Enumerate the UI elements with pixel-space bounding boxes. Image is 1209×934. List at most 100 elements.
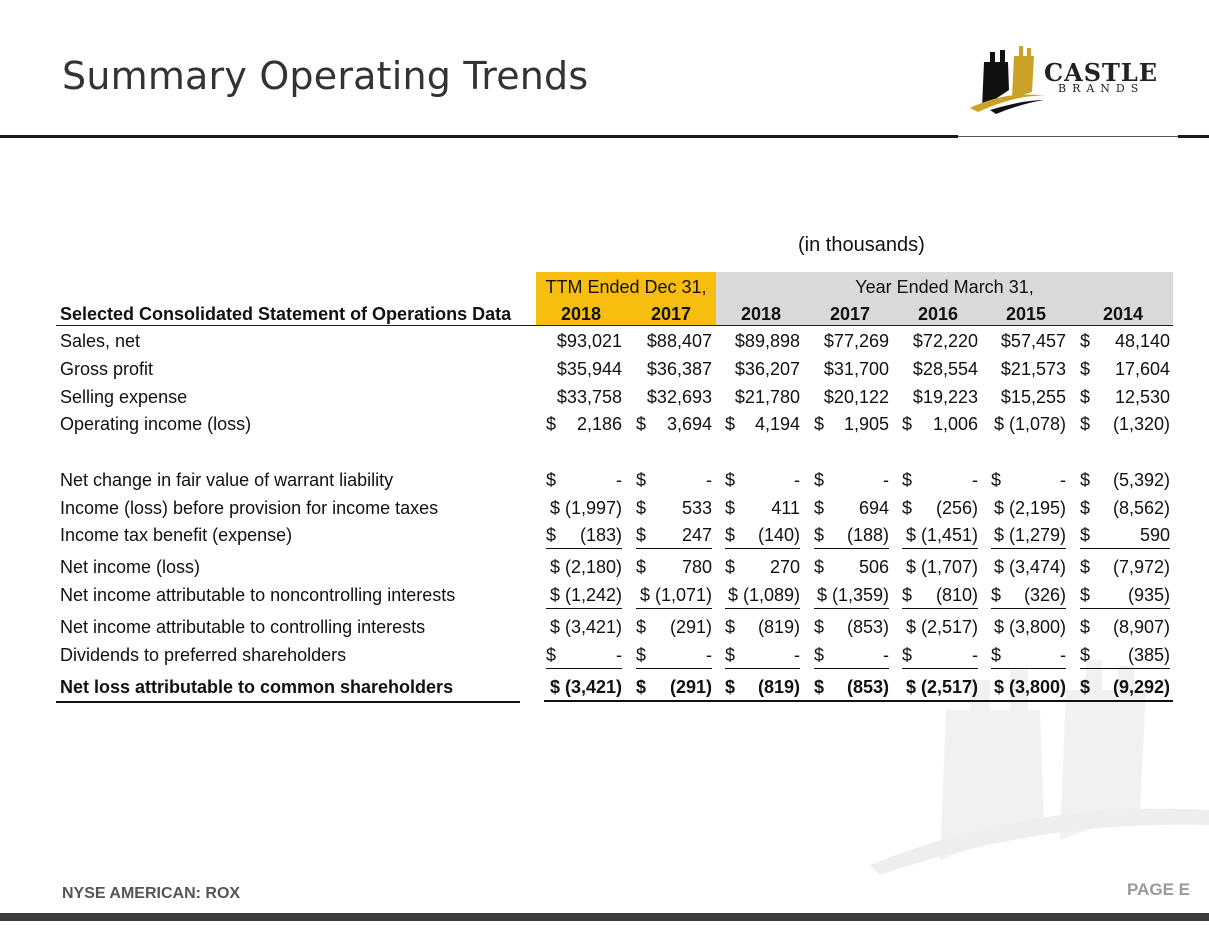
dollar-sign: $ — [636, 470, 647, 490]
subtotal-underline — [1080, 668, 1170, 669]
cell-value: $ (1,089) — [727, 585, 800, 605]
cell-value: $ (2,517) — [905, 677, 978, 697]
cell-value: $ (3,800) — [993, 617, 1066, 637]
dollar-sign: $ — [725, 645, 736, 665]
cell-value: $21,780 — [734, 387, 800, 407]
ttm-header-band — [536, 272, 716, 326]
cell-value: $32,693 — [646, 387, 712, 407]
cell-value: (819) — [757, 617, 800, 637]
cell-value: (8,562) — [1112, 498, 1170, 518]
table-cell: $21,780 — [725, 387, 800, 409]
subtotal-underline — [1080, 548, 1170, 549]
table-cell: $ - — [546, 645, 622, 667]
table-cell: $ (3,421) — [546, 677, 622, 699]
dollar-sign: $ — [636, 645, 647, 665]
table-cell: $21,573 — [991, 359, 1066, 381]
page-title: Summary Operating Trends — [62, 54, 589, 98]
dollar-sign: $ — [1080, 617, 1091, 637]
cell-value: $ (2,517) — [905, 617, 978, 637]
section-title: Selected Consolidated Statement of Opera… — [60, 304, 512, 324]
table-cell: $ (291) — [636, 617, 712, 639]
cell-value: (140) — [757, 525, 800, 545]
table-cell: $ (1,997) — [546, 498, 622, 520]
cell-value: 4,194 — [754, 414, 800, 434]
castle-logo-icon — [970, 46, 1046, 114]
table-cell: $31,700 — [814, 359, 889, 381]
cell-value: 780 — [681, 557, 712, 577]
row-label: Net loss attributable to common sharehol… — [60, 677, 454, 697]
cell-value: $89,898 — [734, 331, 800, 351]
dollar-sign: $ — [1080, 525, 1091, 545]
cell-value: (7,972) — [1112, 557, 1170, 577]
subtotal-underline — [902, 548, 978, 549]
cell-value: $20,122 — [823, 387, 889, 407]
year-header-2: 2018 — [740, 304, 782, 324]
cell-value: (326) — [1023, 585, 1066, 605]
subtotal-underline — [546, 668, 622, 669]
subtotal-underline — [725, 548, 800, 549]
cell-value: (183) — [579, 525, 622, 545]
table-cell: $ (385) — [1080, 645, 1170, 667]
table-cell: $57,457 — [991, 331, 1066, 353]
cell-value: (291) — [669, 677, 712, 697]
dollar-sign: $ — [546, 525, 557, 545]
dollar-sign: $ — [636, 525, 647, 545]
table-cell: $ (3,421) — [546, 617, 622, 639]
dollar-sign: $ — [1080, 414, 1091, 434]
dollar-sign: $ — [902, 470, 913, 490]
dollar-sign: $ — [636, 557, 647, 577]
header-rule-thin — [958, 136, 1178, 137]
row-label: Income (loss) before provision for incom… — [60, 498, 439, 518]
cell-value: - — [972, 470, 978, 490]
subtotal-underline — [546, 548, 622, 549]
dollar-sign: $ — [725, 557, 736, 577]
cell-value: - — [1060, 470, 1066, 490]
dollar-sign: $ — [902, 585, 913, 605]
table-cell: $270 — [725, 557, 800, 579]
cell-value: 2,186 — [576, 414, 622, 434]
row-label: Net income (loss) — [60, 557, 201, 577]
cell-value: $36,387 — [646, 359, 712, 379]
cell-value: - — [616, 645, 622, 665]
row-label: Sales, net — [60, 331, 141, 351]
year-header-4: 2016 — [917, 304, 959, 324]
table-cell: $ (3,800) — [991, 677, 1066, 699]
table-cell: $ (853) — [814, 617, 889, 639]
table-cell: $ (183) — [546, 525, 622, 547]
table-cell: $ (935) — [1080, 585, 1170, 607]
dollar-sign: $ — [814, 498, 825, 518]
table-cell: $15,255 — [991, 387, 1066, 409]
table-cell: $ (2,517) — [902, 617, 978, 639]
row-label: Net income attributable to noncontrollin… — [60, 585, 456, 605]
cell-value: $ (2,195) — [993, 498, 1066, 518]
cell-value: $15,255 — [1000, 387, 1066, 407]
footer-ticker: NYSE AMERICAN: ROX — [62, 885, 241, 902]
table-cell: $ - — [814, 470, 889, 492]
table-cell: $2,186 — [546, 414, 622, 436]
dollar-sign: $ — [1080, 359, 1091, 379]
row-label: Dividends to preferred shareholders — [60, 645, 347, 665]
dollar-sign: $ — [546, 414, 557, 434]
cell-value: $21,573 — [1000, 359, 1066, 379]
table-cell: $ (2,180) — [546, 557, 622, 579]
cell-value: - — [794, 470, 800, 490]
table-cell: $72,220 — [902, 331, 978, 353]
cell-value: 270 — [769, 557, 800, 577]
cell-value: 411 — [771, 498, 800, 518]
subtotal-underline — [546, 608, 622, 609]
table-cell: $ (8,907) — [1080, 617, 1170, 639]
dollar-sign: $ — [991, 470, 1002, 490]
total-underline-left — [56, 701, 520, 703]
cell-value: - — [706, 470, 712, 490]
units-note: (in thousands) — [798, 234, 925, 256]
cell-value: 48,140 — [1114, 331, 1170, 351]
table-cell: $4,194 — [725, 414, 800, 436]
cell-value: $57,457 — [1000, 331, 1066, 351]
cell-value: - — [883, 645, 889, 665]
table-cell: $36,387 — [636, 359, 712, 381]
table-cell: $ (1,071) — [636, 585, 712, 607]
header-rule-right — [1178, 135, 1209, 138]
table-cell: $1,905 — [814, 414, 889, 436]
subtotal-underline — [1080, 608, 1170, 609]
dollar-sign: $ — [991, 585, 1002, 605]
